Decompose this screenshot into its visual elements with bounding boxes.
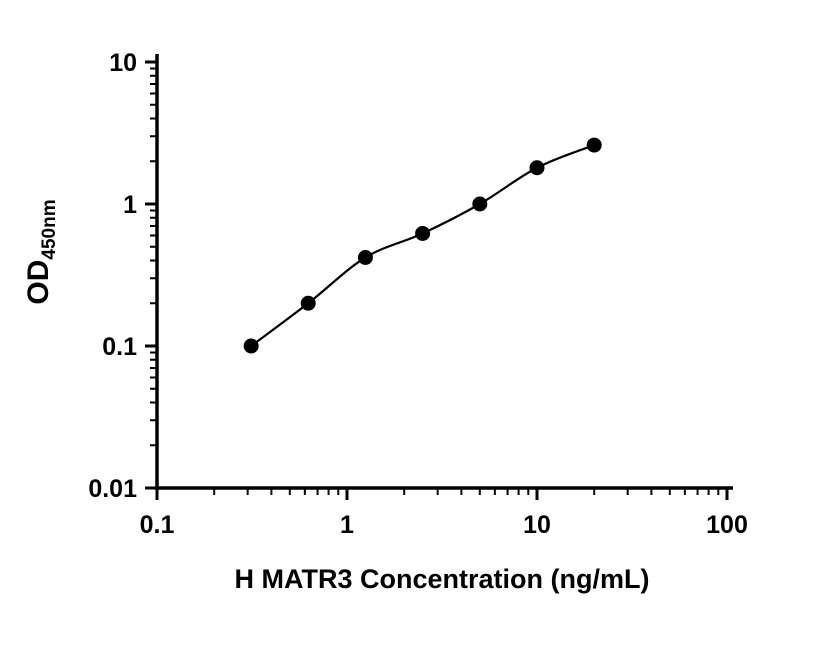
- y-tick-label: 0.1: [102, 333, 137, 361]
- y-axis-title-subscript: 450nm: [39, 199, 60, 259]
- fit-curve: [250, 144, 595, 347]
- data-point: [357, 249, 373, 265]
- data-point: [472, 196, 488, 212]
- x-tick-label: 100: [706, 511, 748, 539]
- x-tick-label: 1: [340, 511, 354, 539]
- data-point: [586, 137, 602, 153]
- y-tick-label: 0.01: [88, 475, 137, 503]
- y-axis-title: OD450nm: [22, 199, 60, 304]
- y-axis-title-main: OD: [22, 260, 55, 305]
- x-tick-label: 10: [523, 511, 551, 539]
- data-point: [243, 338, 259, 354]
- data-point: [529, 160, 545, 176]
- x-axis-title: H MATR3 Concentration (ng/mL): [235, 564, 650, 594]
- y-tick-label: 10: [109, 49, 137, 77]
- y-tick-label: 1: [123, 191, 137, 219]
- data-point: [300, 295, 316, 311]
- data-point: [415, 225, 431, 241]
- x-tick-label: 0.1: [140, 511, 175, 539]
